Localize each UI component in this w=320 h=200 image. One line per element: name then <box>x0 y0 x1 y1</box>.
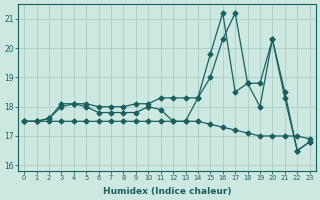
X-axis label: Humidex (Indice chaleur): Humidex (Indice chaleur) <box>103 187 231 196</box>
